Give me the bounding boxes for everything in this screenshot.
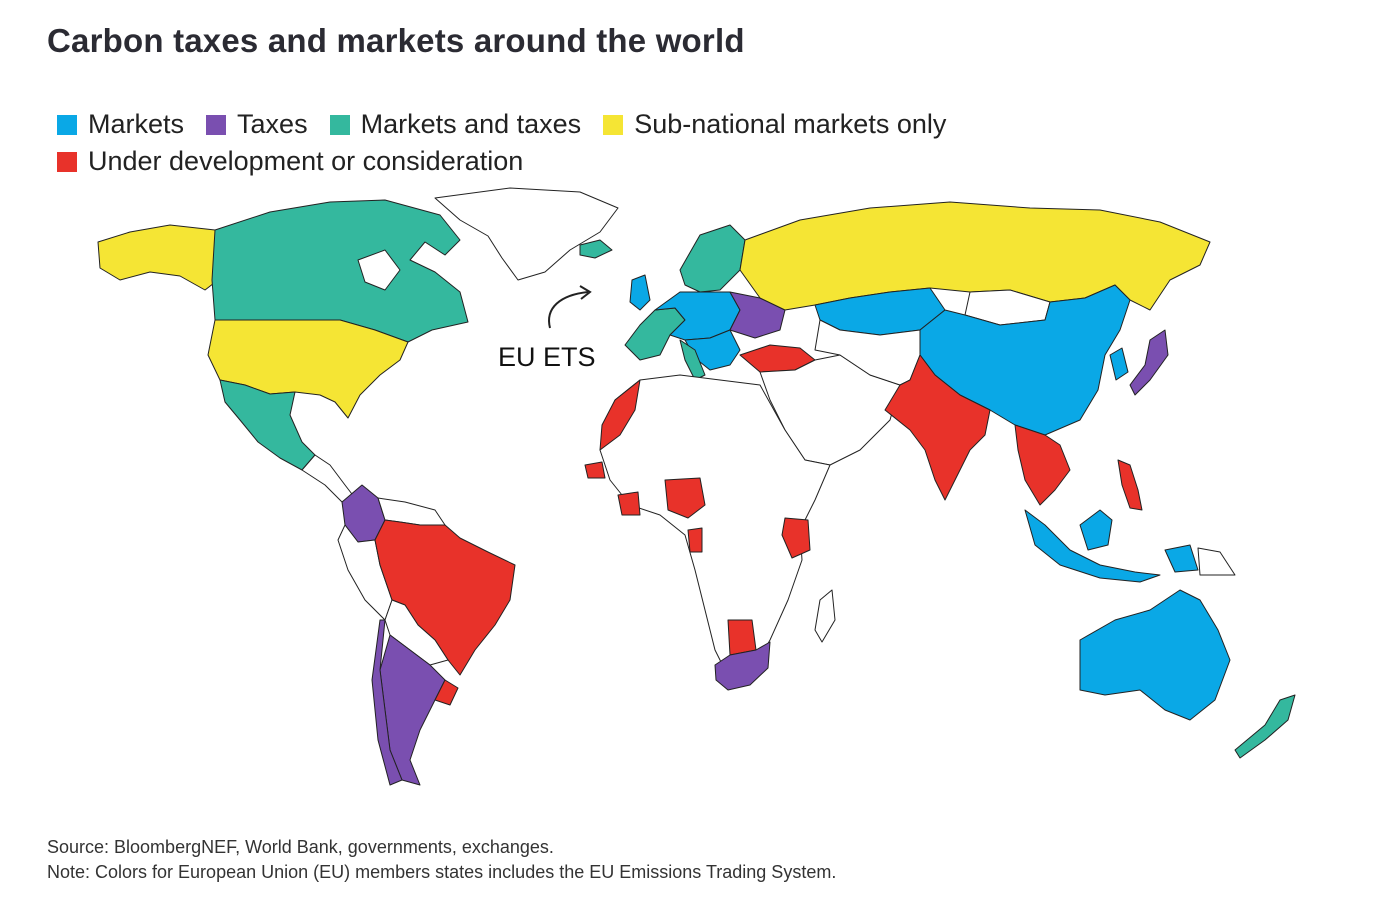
region-gabon (687, 527, 703, 553)
footer: Source: BloombergNEF, World Bank, govern… (47, 835, 836, 885)
region-indochina (1014, 424, 1071, 506)
region-borneo (1079, 509, 1113, 551)
eu-ets-arrowhead (579, 285, 592, 300)
region-philippines (1117, 459, 1143, 511)
region-south-africa (714, 641, 771, 691)
region-mexico (219, 379, 316, 471)
legend-item-under-development: Under development or consideration (57, 146, 523, 177)
region-japan (1129, 329, 1169, 396)
region-bolivia (384, 599, 449, 666)
region-central-america (301, 454, 356, 503)
note-text: Note: Colors for European Union (EU) mem… (47, 862, 837, 882)
region-senegal (584, 461, 606, 479)
legend-label-markets-and-taxes: Markets and taxes (360, 109, 582, 139)
region-png (1197, 547, 1236, 576)
region-morocco (599, 379, 641, 451)
world-map: EU ETS (97, 187, 1296, 786)
legend-label-under-development: Under development or consideration (88, 146, 524, 176)
region-nigeria (664, 477, 706, 519)
region-chile (371, 619, 403, 786)
region-madagascar (814, 589, 836, 643)
legend-swatch-markets (57, 114, 77, 135)
region-uruguay (434, 679, 459, 706)
legend-label-taxes: Taxes (237, 109, 308, 139)
legend-label-sub-national: Sub-national markets only (634, 109, 947, 139)
region-uk (629, 274, 651, 311)
region-africa (599, 374, 831, 681)
legend-swatch-sub-national (603, 114, 624, 135)
source-text: Source: BloombergNEF, World Bank, govern… (47, 837, 554, 857)
region-cote-divoire (617, 491, 641, 516)
region-hudson-bay (357, 249, 401, 291)
legend-swatch-under-development (57, 151, 77, 172)
region-kenya (781, 517, 811, 559)
region-botswana (727, 619, 757, 656)
region-india (884, 354, 991, 501)
eu-ets-arrow (548, 291, 589, 329)
region-indonesia (1024, 509, 1161, 583)
legend-swatch-taxes (206, 114, 227, 135)
legend-item-sub-national: Sub-national markets only (603, 109, 946, 140)
legend-item-markets-and-taxes: Markets and taxes (329, 109, 582, 140)
legend-row: Markets Taxes Markets and taxes Sub-nati… (57, 106, 1157, 143)
legend-row: Under development or consideration (57, 143, 1157, 180)
region-papua (1164, 544, 1199, 573)
region-iceland (579, 239, 613, 259)
region-alaska (97, 224, 219, 291)
legend: Markets Taxes Markets and taxes Sub-nati… (57, 106, 1157, 180)
page-title: Carbon taxes and markets around the worl… (47, 22, 745, 59)
region-new-zealand (1234, 694, 1296, 759)
region-scandinavia (679, 224, 746, 293)
region-greenland (434, 187, 619, 281)
eu-ets-label: EU ETS (498, 342, 596, 372)
legend-label-markets: Markets (88, 109, 185, 139)
region-korea (1109, 347, 1129, 381)
legend-item-markets: Markets (57, 109, 184, 140)
legend-swatch-markets-and-taxes (329, 114, 350, 135)
legend-item-taxes: Taxes (206, 109, 308, 140)
region-australia (1079, 589, 1231, 721)
